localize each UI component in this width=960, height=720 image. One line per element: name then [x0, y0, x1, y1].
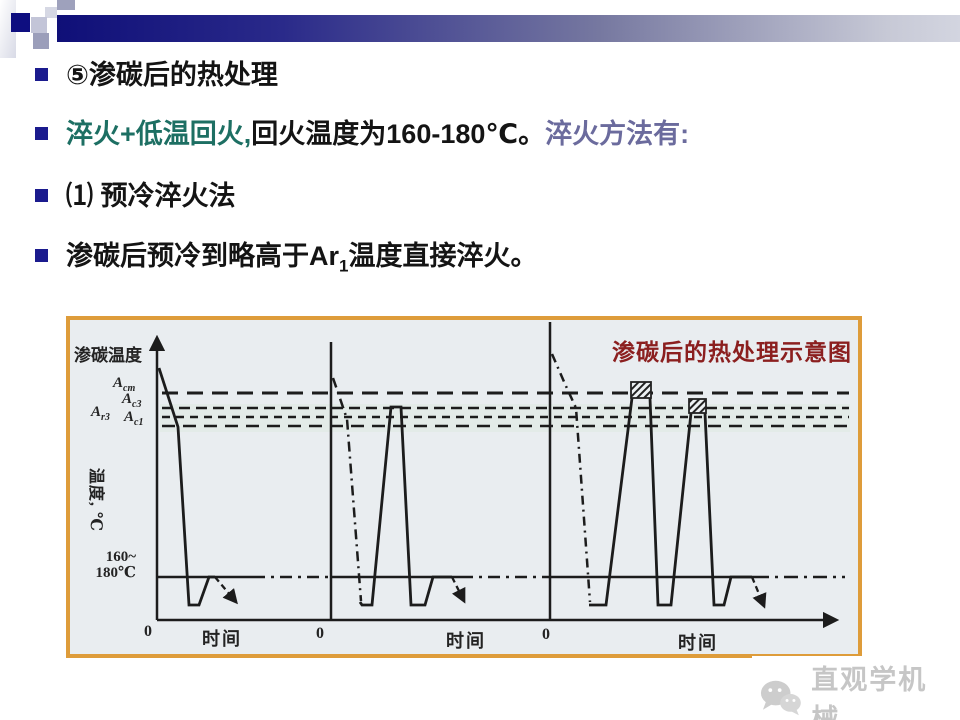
- cooling-arrow-2: [450, 576, 466, 604]
- text-precool-pre: 渗碳后预冷到略高于Ar: [66, 241, 340, 271]
- tempering-temp-label: 160~ 180℃: [78, 549, 136, 581]
- deco-square-tiny: [45, 7, 57, 18]
- deco-square-mid: [33, 33, 49, 49]
- origin-label-1: 0: [144, 623, 152, 640]
- watermark: 直观学机械: [752, 656, 960, 720]
- heat-treatment-diagram: 渗碳后的热处理示意图 渗碳温度 Acm Ac3 Ar3 Ac1 温度, ℃ 16…: [66, 316, 862, 658]
- label-ac3-base: A: [122, 391, 133, 407]
- bullet-marker: [35, 68, 48, 81]
- deco-square-light: [31, 17, 47, 33]
- label-ac3: Ac3: [122, 392, 141, 412]
- diagram-svg: [148, 322, 850, 629]
- wechat-icon: [760, 680, 801, 716]
- text-quench-temper: 淬火+低温回火,: [66, 119, 252, 149]
- deco-square-navy: [11, 13, 30, 32]
- cooling-arrow-1: [214, 576, 238, 605]
- label-ac1-base: A: [124, 409, 135, 425]
- text-temper-range: 回火温度为160-180℃。: [251, 119, 546, 149]
- bullet-row-4: 渗碳后预冷到略高于Ar1温度直接淬火。: [35, 239, 945, 283]
- deco-square-top: [57, 0, 75, 10]
- hold-box-2: [688, 398, 707, 414]
- tempering-temp-line2: 180℃: [95, 565, 136, 581]
- bullet-text-precool-method: ⑴ 预冷淬火法: [66, 181, 236, 211]
- origin-label-3: 0: [542, 626, 550, 643]
- bullet-text-tempering: 淬火+低温回火,回火温度为160-180℃。淬火方法有:: [66, 117, 689, 151]
- hold-box-1: [630, 381, 652, 399]
- critical-lines-group: [162, 391, 849, 428]
- label-acm-sub: cm: [123, 383, 136, 394]
- header-bar: [57, 15, 960, 42]
- bullet-marker: [35, 127, 48, 140]
- bullet-row-1: ⑤渗碳后的热处理: [35, 58, 945, 92]
- curve-panel-2: [331, 377, 466, 607]
- curve-panel-3: [550, 353, 767, 609]
- time-label-2: 时间: [446, 631, 486, 651]
- label-ac3-sub: c3: [132, 399, 142, 410]
- text-quench-methods: 淬火方法有:: [545, 119, 690, 149]
- carburizing-temp-label: 渗碳温度: [74, 346, 142, 365]
- bullet-marker: [35, 249, 48, 262]
- label-ar3-base: A: [91, 404, 102, 420]
- bullet-marker: [35, 189, 48, 202]
- axes-group: [148, 322, 840, 629]
- time-label-3: 时间: [678, 633, 718, 653]
- text-ar1-subscript: 1: [339, 256, 349, 276]
- label-acm-base: A: [113, 375, 124, 391]
- tempering-temp-line1: 160~: [105, 549, 136, 565]
- bullet-row-3: ⑴ 预冷淬火法: [35, 179, 945, 213]
- cooling-arrow-3: [750, 576, 767, 609]
- text-precool-post: 温度直接淬火。: [348, 241, 538, 271]
- label-acm: Acm: [113, 376, 135, 396]
- label-ar3: Ar3: [91, 405, 110, 425]
- label-ar3-sub: r3: [101, 412, 110, 423]
- label-ac1-sub: c1: [134, 417, 144, 428]
- y-axis-label: 温度, ℃: [87, 467, 104, 533]
- curve-panel-1: [157, 367, 238, 607]
- bullet-text-heading: ⑤渗碳后的热处理: [66, 60, 278, 90]
- origin-label-2: 0: [316, 625, 324, 642]
- bullet-text-precool-desc: 渗碳后预冷到略高于Ar1温度直接淬火。: [66, 239, 537, 283]
- label-ac1: Ac1: [124, 410, 143, 430]
- bullet-row-2: 淬火+低温回火,回火温度为160-180℃。淬火方法有:: [35, 117, 945, 151]
- time-label-1: 时间: [202, 629, 242, 649]
- diagram-title: 渗碳后的热处理示意图: [612, 340, 852, 365]
- watermark-text: 直观学机械: [811, 665, 928, 720]
